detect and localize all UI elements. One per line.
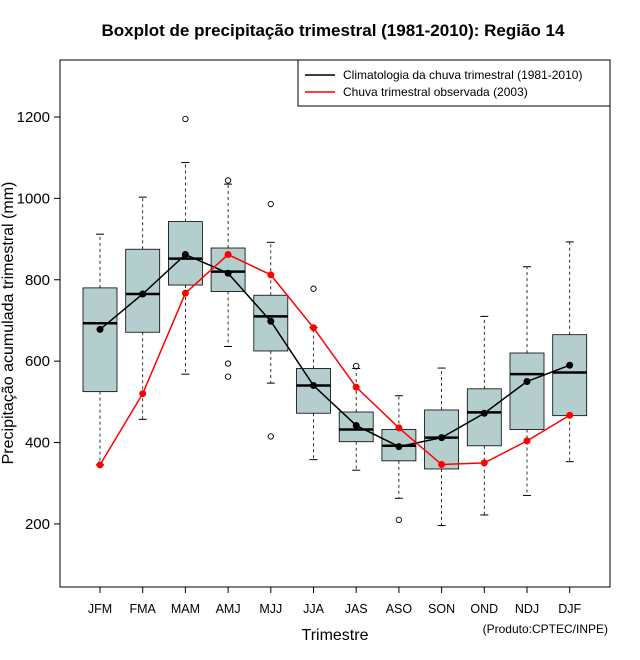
box-JFM [82,233,118,466]
observed-point [181,289,189,297]
climatology-point [352,421,360,429]
box-body [552,334,588,417]
x-tick-label: MJJ [259,602,282,616]
legend-label-observed: Chuva trimestral observada (2003) [343,85,528,99]
outlier-point [395,516,403,524]
box-FMA [125,196,161,420]
outlier-point [224,177,232,184]
x-tick-label: DJF [558,602,581,616]
x-tick-label: NDJ [515,602,539,616]
y-tick-label: 400 [25,435,50,452]
x-tick-label: AMJ [216,602,241,616]
box-NDJ [509,266,545,496]
y-axis: 200 400 600 800 1000 1200 [17,109,60,533]
climatology-line [99,253,570,448]
observed-point [96,461,104,469]
climatology-point [480,409,488,417]
outlier-point [182,115,189,123]
box-MAM [167,115,203,375]
observed-point [566,411,574,419]
climatology-point [310,382,317,390]
observed-line [99,253,571,466]
x-tick-label: JFM [88,602,112,616]
legend-box [297,59,611,107]
box-ASO [381,395,417,524]
box-body [167,221,203,286]
outlier-point [224,360,232,367]
observed-point [310,324,317,332]
box-body [509,352,545,430]
box-body [466,388,502,447]
box-AMJ [210,177,246,380]
climatology-point [566,361,574,369]
y-tick-label: 600 [25,353,50,370]
observed-point [352,383,360,391]
observed-point [267,271,275,279]
x-tick-label: OND [470,602,498,616]
climatology-point [139,290,147,298]
legend: Climatologia da chuva trimestral (1981-2… [297,59,611,107]
box-SON [424,367,460,527]
observed-point [139,390,147,398]
x-axis-label: Trimestre [302,627,369,644]
x-tick-label: SON [428,602,455,616]
x-axis: JFM FMA MAM AMJ MJJ JJA JAS ASO SON OND NDJ DJF [88,587,582,616]
climatology-point [96,325,104,333]
legend-label-climatology: Climatologia da chuva trimestral (1981-2… [343,68,582,82]
y-axis-label: Precipitação acumulada trimestral (mm) [0,182,17,465]
credit-text: (Produto:CPTEC/INPE) [483,622,608,636]
outlier-point [267,200,274,208]
outlier-point [310,285,317,292]
climatology-point [181,251,189,259]
climatology-point [395,443,403,451]
chart-title: Boxplot de precipitação trimestral (1981… [102,21,565,40]
climatology-point [523,377,531,385]
x-tick-label: FMA [130,602,157,616]
box-OND [466,315,502,516]
box-body [82,287,118,393]
climatology-point [267,317,275,325]
observed-point [438,461,446,469]
box-body [296,368,331,414]
y-tick-label: 1200 [17,109,50,126]
x-tick-label: MAM [171,602,200,616]
box-JJA [296,285,331,461]
x-tick-label: ASO [386,602,413,616]
observed-point [480,459,488,467]
x-tick-label: JJA [303,602,325,616]
boxes-layer [82,115,588,527]
observed-point [395,424,403,432]
box-DJF [552,241,588,463]
climatology-point [438,434,446,442]
y-tick-label: 200 [25,516,50,533]
outlier-point [224,373,232,380]
climatology-point [224,269,232,277]
series-layer [96,251,574,469]
x-tick-label: JAS [345,602,368,616]
outlier-point [353,362,360,370]
outlier-point [267,433,274,440]
observed-point [224,251,232,259]
y-tick-label: 1000 [17,190,50,207]
observed-point [523,437,531,445]
y-tick-label: 800 [25,272,50,289]
box-JAS [338,362,374,471]
